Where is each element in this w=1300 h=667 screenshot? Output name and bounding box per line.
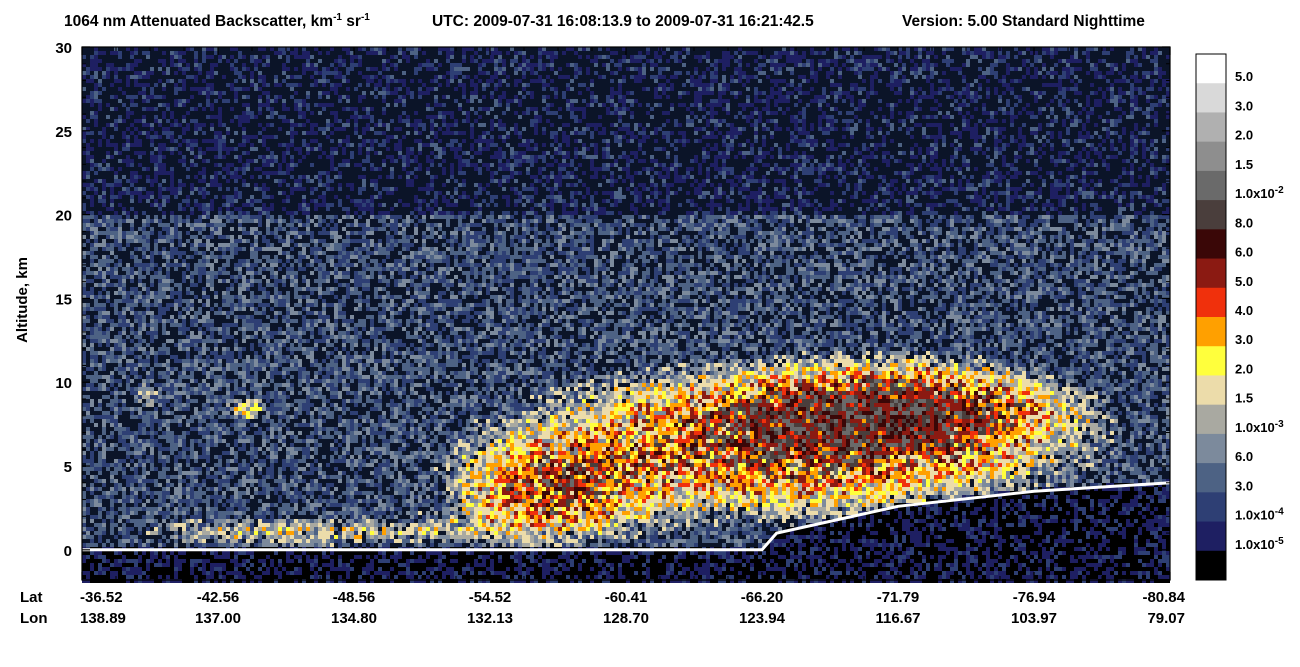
- colorbar-label: 6.0: [1235, 245, 1253, 260]
- backscatter-cells: [82, 215, 1170, 547]
- chart-utc-range: UTC: 2009-07-31 16:08:13.9 to 2009-07-31…: [432, 13, 814, 30]
- colorbar-swatch: [1196, 112, 1226, 143]
- y-tick-label: 30: [55, 40, 72, 57]
- x-tick-lon: 103.97: [1011, 610, 1057, 627]
- backscatter-cells: [238, 359, 1078, 539]
- colorbar-label: 8.0: [1235, 215, 1253, 230]
- backscatter-cells: [82, 47, 1170, 583]
- x-tick-lat: -76.94: [1013, 589, 1056, 606]
- colorbar-swatch: [1196, 404, 1226, 435]
- y-axis-label: Altitude, km: [14, 257, 31, 343]
- x-tick-lon: 132.13: [467, 610, 513, 627]
- backscatter-cells: [510, 375, 1022, 519]
- colorbar-label: 1.5: [1235, 157, 1253, 172]
- x-tick-lon: 123.94: [739, 610, 786, 627]
- colorbar-label: 3.0: [1235, 332, 1253, 347]
- x-tick-lon: 116.67: [875, 610, 920, 627]
- colorbar-swatch: [1196, 229, 1226, 260]
- colorbar-swatch: [1196, 258, 1226, 289]
- y-tick-label: 5: [64, 459, 72, 476]
- x-tick-lon: 128.70: [603, 610, 649, 627]
- colorbar-swatch: [1196, 492, 1226, 523]
- x-tick-lat: -36.52: [80, 589, 123, 606]
- colorbar-swatch: [1196, 200, 1226, 230]
- colorbar-swatch: [1196, 317, 1226, 347]
- colorbar-label: 3.0: [1235, 478, 1253, 493]
- colorbar-swatch: [1196, 54, 1226, 84]
- y-tick-label: 10: [55, 375, 72, 392]
- colorbar-label: 2.0: [1235, 128, 1253, 143]
- colorbar-frame: [1195, 53, 1227, 581]
- backscatter-cells: [486, 367, 1050, 527]
- x-tick-lat: -66.20: [741, 589, 784, 606]
- colorbar-label: 5.0: [1235, 69, 1253, 84]
- surface-line: [82, 481, 1171, 552]
- colorbar-swatch: [1196, 83, 1226, 113]
- y-tick-label: 25: [55, 124, 72, 141]
- y-tick-label: 15: [55, 291, 72, 308]
- plot-area: 0 5 10 15 20 25 30 -36.52 138.89 -42.56 137.00 -48…: [55, 40, 1185, 627]
- colorbar-swatch: [1196, 375, 1226, 406]
- colorbar-swatch: [1196, 141, 1226, 172]
- y-tick-label: 0: [64, 543, 72, 560]
- colorbar-label: 4.0: [1235, 303, 1253, 318]
- backscatter-field: [82, 47, 1170, 583]
- x-tick-lon: 134.80: [331, 610, 377, 627]
- x-tick-lon: 137.00: [195, 610, 241, 627]
- x-tick-lat: -54.52: [469, 589, 512, 606]
- x-tick-lat: -60.41: [605, 589, 648, 606]
- colorbar-label: 1.5: [1235, 391, 1253, 406]
- colorbar-label: 1.0x10-3: [1235, 419, 1284, 435]
- colorbar-swatch: [1196, 287, 1226, 318]
- chart-title: 1064 nm Attenuated Backscatter, km-1 sr-…: [64, 12, 370, 30]
- colorbar-label: 1.0x10-5: [1235, 536, 1284, 552]
- colorbar-label: 1.0x10-4: [1235, 507, 1284, 523]
- y-axis: 0 5 10 15 20 25 30: [55, 40, 1170, 560]
- colorbar-swatch: [1196, 521, 1226, 552]
- colorbar-label: 2.0: [1235, 361, 1253, 376]
- y-tick-label: 20: [55, 208, 72, 225]
- backscatter-cells: [82, 47, 1170, 547]
- colorbar-label: 3.0: [1235, 98, 1253, 113]
- backscatter-cells: [138, 351, 1118, 547]
- backscatter-cells: [494, 375, 1010, 515]
- colorbar-label: 5.0: [1235, 274, 1253, 289]
- x-tick-lat: -80.84: [1142, 589, 1185, 606]
- x-tick-lon: 79.07: [1147, 610, 1185, 627]
- colorbar-label: 6.0: [1235, 449, 1253, 464]
- chart-version: Version: 5.00 Standard Nighttime: [902, 13, 1145, 30]
- colorbar-swatch: [1196, 463, 1226, 493]
- x-tick-lat: -48.56: [333, 589, 376, 606]
- colorbar-swatch: [1196, 170, 1226, 201]
- colorbar-swatch: [1196, 346, 1226, 376]
- colorbar: 5.0 3.0 2.0 1.5 1.0x10-2 8.0 6.0 5.0 4.0 3.0 2.0 1.…: [1195, 53, 1284, 581]
- colorbar-swatch: [1196, 550, 1226, 581]
- x-axis: -36.52 138.89 -42.56 137.00 -48.56 134.80 -54.…: [80, 47, 1186, 627]
- colorbar-swatch: [1196, 433, 1226, 464]
- x-tick-lat: -42.56: [197, 589, 240, 606]
- backscatter-cells: [82, 47, 1170, 583]
- x-tick-lat: -71.79: [877, 589, 920, 606]
- colorbar-label: 1.0x10-2: [1235, 185, 1284, 201]
- backscatter-cells: [82, 483, 1170, 583]
- x-tick-lon: 138.89: [80, 610, 126, 627]
- x-row-label-lon: Lon: [20, 610, 48, 627]
- x-row-label-lat: Lat: [20, 589, 43, 606]
